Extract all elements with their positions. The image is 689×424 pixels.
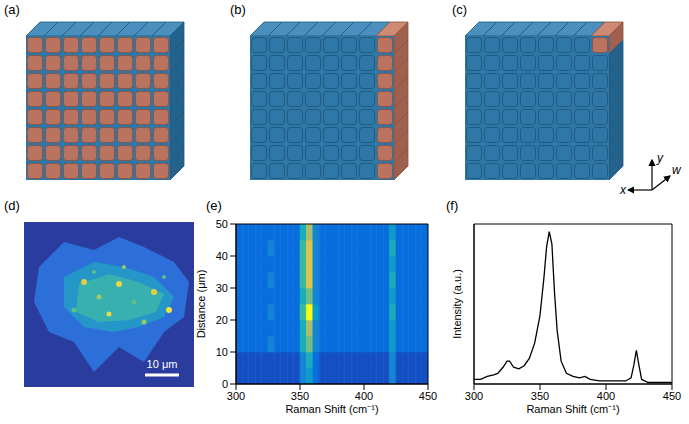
svg-text:0: 0 bbox=[222, 378, 228, 390]
svg-text:x: x bbox=[619, 183, 627, 197]
svg-text:400: 400 bbox=[597, 390, 615, 402]
svg-text:10 μm: 10 μm bbox=[147, 358, 178, 370]
svg-text:w: w bbox=[672, 163, 682, 177]
svg-text:350: 350 bbox=[531, 390, 549, 402]
html-text:(c): (c) bbox=[452, 2, 468, 17]
svg-text:30: 30 bbox=[216, 282, 228, 294]
svg-text:400: 400 bbox=[355, 390, 373, 402]
svg-text:40: 40 bbox=[216, 250, 228, 262]
svg-text:450: 450 bbox=[419, 390, 437, 402]
html-text:(a): (a) bbox=[4, 2, 20, 17]
svg-text:300: 300 bbox=[227, 390, 245, 402]
svg-text:y: y bbox=[656, 151, 664, 165]
svg-text:350: 350 bbox=[291, 390, 309, 402]
svg-text:10: 10 bbox=[216, 346, 228, 358]
svg-text:Intensity (a.u.): Intensity (a.u.) bbox=[452, 269, 463, 339]
svg-text:Raman Shift (cm⁻¹): Raman Shift (cm⁻¹) bbox=[285, 403, 378, 415]
svg-text:450: 450 bbox=[663, 390, 681, 402]
svg-text:20: 20 bbox=[216, 314, 228, 326]
svg-text:50: 50 bbox=[216, 218, 228, 230]
html-text:(d): (d) bbox=[4, 198, 20, 213]
html-text:(b): (b) bbox=[230, 2, 246, 17]
svg-text:Raman Shift (cm⁻¹): Raman Shift (cm⁻¹) bbox=[526, 403, 619, 415]
html-text:(f): (f) bbox=[446, 198, 459, 213]
svg-text:300: 300 bbox=[465, 390, 483, 402]
svg-text:Distance (μm): Distance (μm) bbox=[196, 270, 207, 339]
html-text:(e): (e) bbox=[206, 198, 222, 213]
